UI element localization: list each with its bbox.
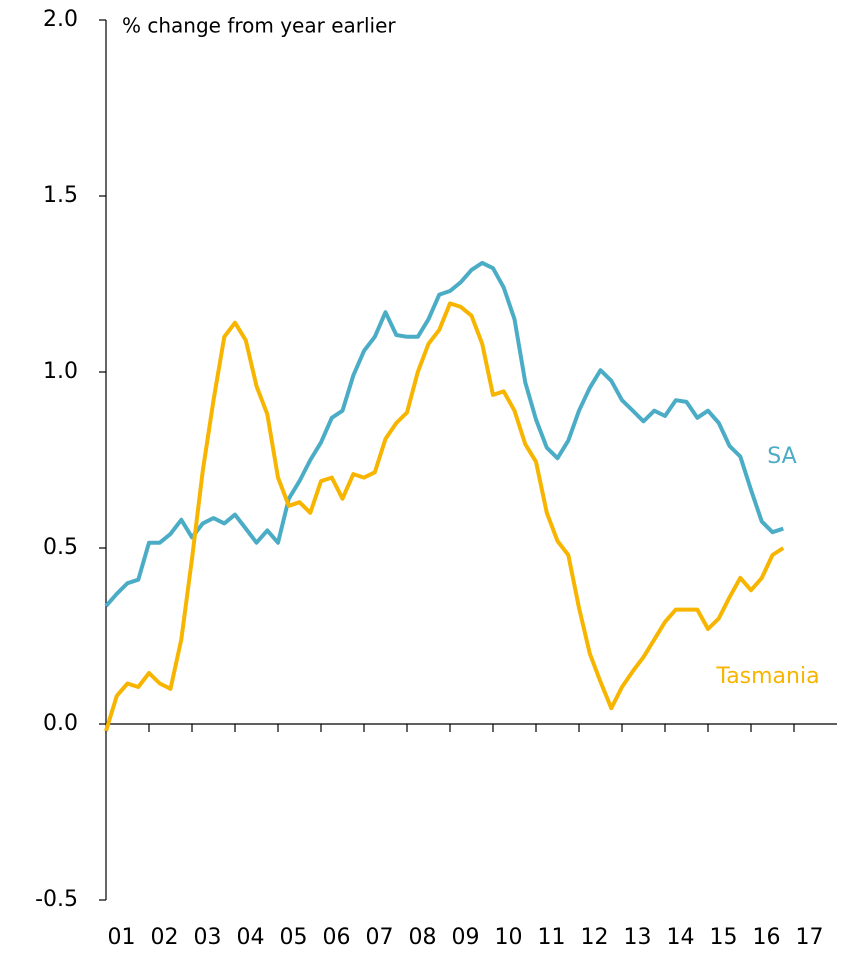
x-tick-label: 05 [280,925,308,950]
x-tick-label: 09 [452,925,480,950]
x-tick-label: 15 [710,925,738,950]
y-tick-label: 1.0 [43,359,78,384]
y-tick-label: 0.0 [43,711,78,736]
line-series [104,260,784,608]
y-tick-label: 1.5 [43,183,78,208]
x-tick-label: 07 [366,925,394,950]
x-tick-label: 14 [667,925,695,950]
y-tick-label: 0.5 [43,535,78,560]
x-tick-label: 02 [151,925,179,950]
x-tick-label: 12 [581,925,609,950]
x-tick-label: 16 [753,925,781,950]
x-tick-label: 10 [495,925,523,950]
line-series [104,301,785,732]
x-tick-label: 04 [237,925,265,950]
x-tick-label: 13 [624,925,652,950]
series-label: SA [767,444,796,469]
x-tick-label: 08 [409,925,437,950]
x-tick-label: 06 [323,925,351,950]
x-tick-label: 17 [796,925,824,950]
x-tick-label: 11 [538,925,566,950]
x-tick-label: 03 [194,925,222,950]
y-axis-label: % change from year earlier [122,14,396,38]
x-tick-label: 01 [108,925,136,950]
y-tick-label: -0.5 [35,887,78,912]
series-label: Tasmania [715,664,819,689]
y-tick-label: 2.0 [43,7,78,32]
